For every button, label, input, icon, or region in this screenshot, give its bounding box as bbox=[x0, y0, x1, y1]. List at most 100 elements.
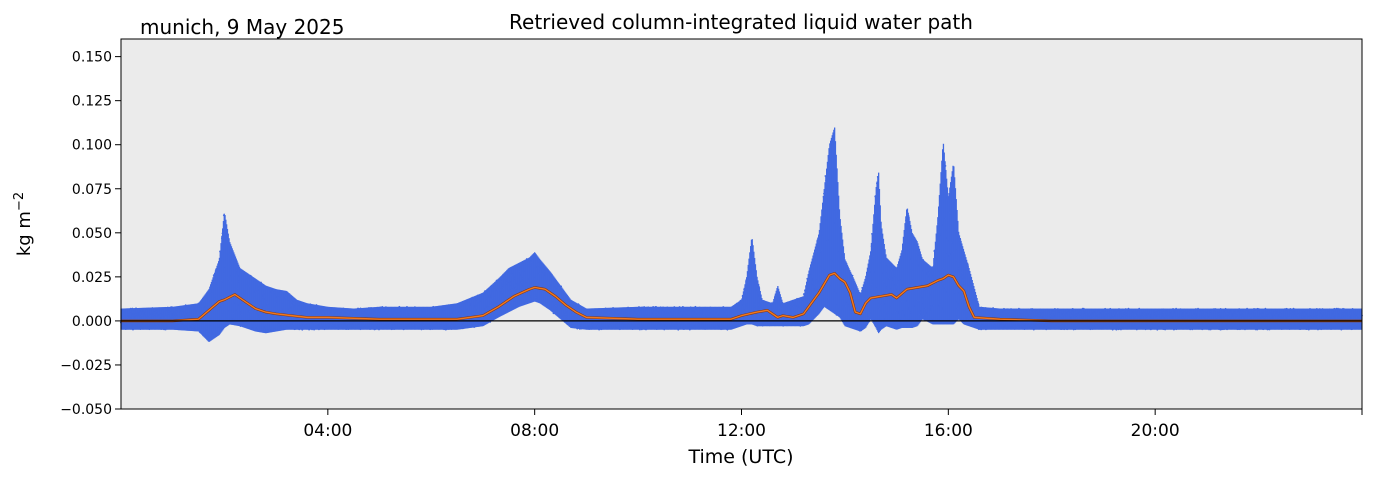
scatter-column bbox=[230, 244, 232, 325]
scatter-column bbox=[223, 213, 225, 329]
scatter-point bbox=[424, 307, 427, 310]
scatter-point bbox=[629, 314, 632, 317]
scatter-point bbox=[680, 325, 683, 328]
scatter-point bbox=[359, 307, 362, 310]
scatter-column bbox=[873, 214, 875, 325]
scatter-column bbox=[974, 288, 976, 329]
scatter-column bbox=[734, 304, 736, 329]
scatter-column bbox=[751, 239, 753, 325]
scatter-column bbox=[964, 254, 966, 325]
scatter-column bbox=[190, 304, 192, 331]
scatter-column bbox=[904, 223, 906, 328]
scatter-point bbox=[898, 270, 901, 272]
scatter-column bbox=[546, 268, 549, 309]
scatter-column bbox=[1086, 308, 1089, 330]
scatter-point bbox=[894, 284, 896, 287]
scatter-column bbox=[869, 255, 871, 321]
scatter-column bbox=[922, 260, 925, 320]
scatter-column bbox=[1097, 308, 1099, 330]
scatter-column bbox=[501, 275, 503, 316]
scatter-column bbox=[218, 261, 220, 336]
scatter-point bbox=[182, 315, 185, 318]
scatter-point bbox=[682, 325, 685, 328]
scatter-point bbox=[259, 284, 262, 287]
scatter-point bbox=[636, 308, 639, 311]
scatter-column bbox=[178, 305, 181, 331]
scatter-point bbox=[473, 326, 476, 328]
scatter-point bbox=[1038, 312, 1041, 315]
scatter-point bbox=[481, 309, 484, 312]
scatter-point bbox=[912, 284, 915, 287]
scatter-column bbox=[210, 284, 212, 341]
scatter-point bbox=[814, 284, 817, 287]
scatter-point bbox=[1069, 310, 1072, 313]
scatter-column bbox=[478, 294, 481, 327]
scatter-point bbox=[628, 322, 631, 325]
scatter-column bbox=[1061, 308, 1063, 330]
scatter-point bbox=[430, 327, 432, 330]
scatter-point bbox=[835, 304, 838, 307]
scatter-point bbox=[1079, 310, 1082, 313]
scatter-point bbox=[338, 324, 341, 327]
scatter-point bbox=[300, 312, 303, 315]
scatter-column bbox=[591, 308, 593, 330]
scatter-column bbox=[146, 307, 149, 330]
scatter-point bbox=[616, 327, 619, 329]
scatter-point bbox=[816, 239, 819, 242]
scatter-point bbox=[159, 311, 161, 314]
scatter-column bbox=[824, 182, 826, 308]
scatter-point bbox=[769, 322, 772, 325]
scatter-point bbox=[951, 241, 954, 244]
scatter-column bbox=[136, 308, 138, 330]
scatter-column bbox=[1086, 308, 1088, 330]
scatter-column bbox=[516, 263, 518, 308]
scatter-column bbox=[843, 253, 845, 325]
scatter-point bbox=[430, 325, 432, 328]
scatter-point bbox=[222, 274, 225, 276]
scatter-column bbox=[468, 298, 470, 329]
scatter-point bbox=[258, 285, 260, 288]
scatter-point bbox=[1012, 325, 1015, 328]
scatter-column bbox=[279, 289, 281, 331]
scatter-column bbox=[218, 257, 221, 335]
scatter-point bbox=[288, 293, 291, 296]
scatter-column bbox=[193, 303, 195, 332]
scatter-column bbox=[871, 233, 873, 322]
scatter-point bbox=[347, 314, 350, 317]
scatter-column bbox=[818, 229, 821, 314]
scatter-column bbox=[1058, 308, 1061, 330]
scatter-column bbox=[946, 187, 949, 325]
scatter-point bbox=[307, 326, 309, 329]
scatter-column bbox=[163, 307, 165, 330]
scatter-point bbox=[251, 300, 254, 303]
scatter-point bbox=[826, 184, 828, 186]
scatter-column bbox=[947, 196, 949, 325]
scatter-point bbox=[266, 304, 268, 307]
scatter-point bbox=[1054, 315, 1056, 318]
scatter-point bbox=[203, 326, 206, 329]
scatter-point bbox=[166, 322, 168, 325]
scatter-point bbox=[191, 324, 194, 327]
scatter-column bbox=[272, 288, 274, 333]
scatter-point bbox=[907, 215, 910, 217]
scatter-point bbox=[957, 243, 960, 246]
scatter-point bbox=[586, 310, 588, 313]
scatter-point bbox=[370, 308, 373, 311]
scatter-point bbox=[866, 271, 868, 274]
scatter-point bbox=[172, 326, 175, 329]
scatter-column bbox=[447, 304, 449, 330]
scatter-point bbox=[448, 322, 451, 325]
scatter-point bbox=[186, 305, 189, 308]
scatter-point bbox=[975, 307, 978, 310]
scatter-column bbox=[886, 258, 889, 327]
scatter-column bbox=[497, 279, 499, 318]
scatter-point bbox=[154, 309, 156, 312]
scatter-column bbox=[182, 305, 184, 331]
scatter-column bbox=[782, 302, 784, 327]
scatter-column bbox=[916, 241, 918, 327]
scatter-column bbox=[906, 208, 909, 328]
scatter-point bbox=[675, 311, 678, 313]
scatter-column bbox=[249, 274, 251, 330]
scatter-point bbox=[760, 306, 763, 308]
scatter-point bbox=[858, 301, 860, 304]
